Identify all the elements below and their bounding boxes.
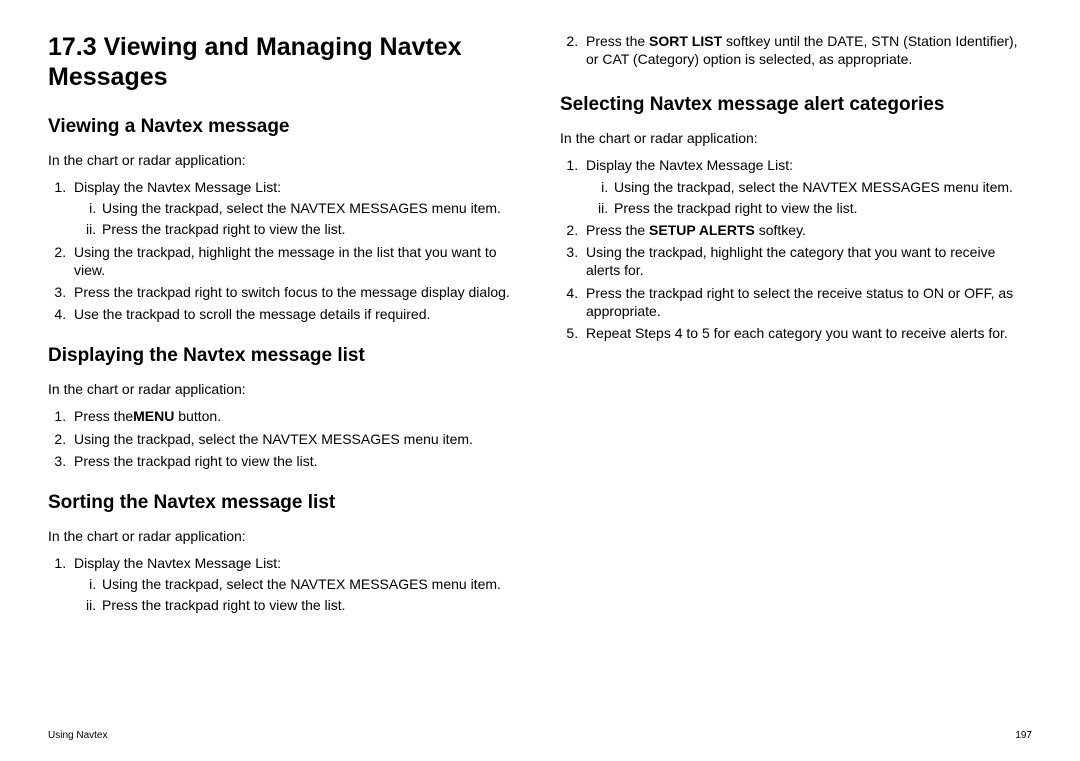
sub-item: Using the trackpad, select the NAVTEX ME… (612, 178, 1032, 196)
sub-list: Using the trackpad, select the NAVTEX ME… (586, 178, 1032, 217)
item-post: button. (174, 408, 221, 424)
section-selecting: Selecting Navtex message alert categorie… (560, 94, 1032, 342)
sub-list: Using the trackpad, select the NAVTEX ME… (74, 575, 520, 614)
ordered-list-continued: Press the SORT LIST softkey until the DA… (560, 32, 1032, 68)
list-item: Use the trackpad to scroll the message d… (70, 305, 520, 323)
list-item: Display the Navtex Message List: Using t… (70, 554, 520, 615)
list-item: Press the SETUP ALERTS softkey. (582, 221, 1032, 239)
sub-item: Using the trackpad, select the NAVTEX ME… (100, 199, 520, 217)
sub-item: Using the trackpad, select the NAVTEX ME… (100, 575, 520, 593)
section-intro: In the chart or radar application: (48, 528, 520, 544)
item-pre: Press the (74, 408, 133, 424)
list-item: Using the trackpad, highlight the messag… (70, 243, 520, 279)
ordered-list: Display the Navtex Message List: Using t… (48, 554, 520, 615)
item-bold: SORT LIST (649, 33, 722, 49)
sub-list: Using the trackpad, select the NAVTEX ME… (74, 199, 520, 238)
footer-right: 197 (1015, 730, 1032, 741)
section-title: Viewing a Navtex message (48, 116, 520, 138)
ordered-list: Press theMENU button. Using the trackpad… (48, 407, 520, 470)
list-item: Press the trackpad right to switch focus… (70, 283, 520, 301)
section-displaying: Displaying the Navtex message list In th… (48, 345, 520, 470)
sub-item: Press the trackpad right to view the lis… (612, 199, 1032, 217)
sub-item: Press the trackpad right to view the lis… (100, 596, 520, 614)
section-viewing: Viewing a Navtex message In the chart or… (48, 116, 520, 323)
sub-item: Press the trackpad right to view the lis… (100, 220, 520, 238)
section-intro: In the chart or radar application: (48, 381, 520, 397)
section-sorting: Sorting the Navtex message list In the c… (48, 492, 520, 615)
item-pre: Press the (586, 222, 649, 238)
section-intro: In the chart or radar application: (560, 130, 1032, 146)
list-item: Display the Navtex Message List: Using t… (70, 178, 520, 239)
page-footer: Using Navtex 197 (48, 730, 1032, 741)
item-pre: Press the (586, 33, 649, 49)
section-title: Sorting the Navtex message list (48, 492, 520, 514)
item-post: softkey. (755, 222, 806, 238)
item-text: Display the Navtex Message List: (74, 555, 281, 571)
right-column: Press the SORT LIST softkey until the DA… (560, 32, 1032, 636)
item-bold: MENU (133, 408, 174, 424)
main-heading: 17.3 Viewing and Managing Navtex Message… (48, 32, 520, 92)
list-item: Repeat Steps 4 to 5 for each category yo… (582, 324, 1032, 342)
list-item: Press the trackpad right to select the r… (582, 284, 1032, 320)
section-title: Displaying the Navtex message list (48, 345, 520, 367)
list-item: Display the Navtex Message List: Using t… (582, 156, 1032, 217)
ordered-list: Display the Navtex Message List: Using t… (560, 156, 1032, 342)
ordered-list: Display the Navtex Message List: Using t… (48, 178, 520, 323)
section-intro: In the chart or radar application: (48, 152, 520, 168)
list-item: Press the SORT LIST softkey until the DA… (582, 32, 1032, 68)
list-item: Press the trackpad right to view the lis… (70, 452, 520, 470)
footer-left: Using Navtex (48, 730, 107, 741)
section-title: Selecting Navtex message alert categorie… (560, 94, 1032, 116)
item-bold: SETUP ALERTS (649, 222, 755, 238)
left-column: 17.3 Viewing and Managing Navtex Message… (48, 32, 520, 636)
list-item: Press theMENU button. (70, 407, 520, 425)
item-text: Display the Navtex Message List: (586, 157, 793, 173)
item-text: Display the Navtex Message List: (74, 179, 281, 195)
list-item: Using the trackpad, select the NAVTEX ME… (70, 430, 520, 448)
list-item: Using the trackpad, highlight the catego… (582, 243, 1032, 279)
